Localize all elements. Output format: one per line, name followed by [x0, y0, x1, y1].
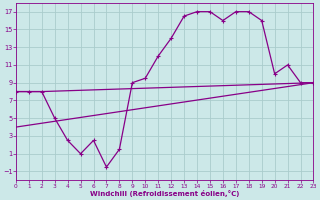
X-axis label: Windchill (Refroidissement éolien,°C): Windchill (Refroidissement éolien,°C): [90, 190, 239, 197]
